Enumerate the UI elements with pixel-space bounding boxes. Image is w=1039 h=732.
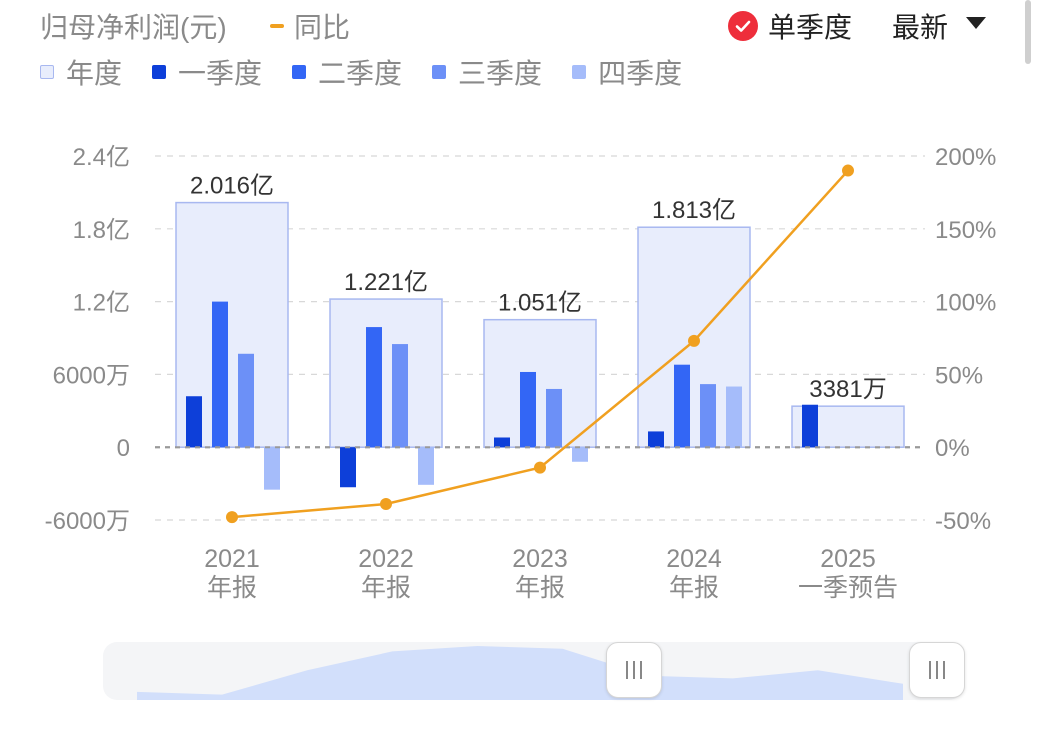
series-legend: 年度 一季度 二季度 三季度 四季度 bbox=[40, 52, 712, 92]
x-tick-label-type: 年报 bbox=[669, 574, 719, 602]
grip-icon bbox=[626, 661, 642, 679]
slider-preview-area bbox=[137, 646, 903, 700]
y-left-tick-label: 6000万 bbox=[53, 362, 130, 389]
annual-data-label: 2.016亿 bbox=[190, 173, 274, 200]
yoy-legend[interactable]: 同比 bbox=[270, 6, 350, 46]
legend-item-q2[interactable]: 二季度 bbox=[292, 52, 402, 92]
y-left-tick-label: 0 bbox=[117, 435, 130, 462]
x-tick-label-type: 年报 bbox=[361, 574, 411, 602]
x-tick-label-year: 2023 bbox=[512, 545, 568, 573]
grip-icon bbox=[929, 661, 945, 679]
legend-swatch-q2 bbox=[292, 65, 307, 79]
yoy-point bbox=[688, 334, 700, 347]
legend-swatch-q3 bbox=[432, 65, 447, 79]
x-tick-label-year: 2021 bbox=[204, 545, 260, 573]
check-icon bbox=[728, 11, 758, 41]
yoy-point bbox=[226, 511, 238, 524]
y-right-tick-label: 200% bbox=[935, 144, 996, 171]
q1-bar bbox=[186, 396, 202, 448]
q4-bar bbox=[572, 447, 588, 462]
x-tick-label-type: 一季预告 bbox=[798, 574, 898, 602]
legend-label-annual: 年度 bbox=[66, 58, 123, 89]
q2-bar bbox=[674, 364, 690, 448]
y-left-tick-label: 1.8亿 bbox=[73, 217, 130, 244]
legend-label-q1: 一季度 bbox=[178, 58, 263, 89]
scrollbar[interactable] bbox=[1025, 0, 1031, 64]
q4-bar bbox=[264, 447, 280, 490]
q2-bar bbox=[520, 371, 536, 448]
slider-right-handle[interactable] bbox=[909, 642, 965, 698]
yoy-line-swatch bbox=[270, 24, 284, 28]
q1-bar bbox=[494, 437, 510, 448]
legend-label-q3: 三季度 bbox=[458, 58, 543, 89]
legend-swatch-q1 bbox=[152, 65, 167, 79]
legend-item-q4[interactable]: 四季度 bbox=[572, 52, 682, 92]
x-tick-label-year: 2024 bbox=[666, 545, 722, 573]
legend-item-q1[interactable]: 一季度 bbox=[152, 52, 262, 92]
latest-dropdown[interactable]: 最新 bbox=[892, 6, 987, 46]
single-quarter-label: 单季度 bbox=[768, 12, 853, 43]
legend-item-q3[interactable]: 三季度 bbox=[432, 52, 542, 92]
annual-bar bbox=[483, 318, 597, 448]
q4-bar bbox=[418, 447, 434, 485]
y-left-tick-label: -6000万 bbox=[45, 508, 130, 535]
net-profit-chart: -6000万 0 6000万 1.2亿 1.8亿 2.4亿 -50% 0% 50% 100% 150… bbox=[45, 144, 997, 602]
x-tick-label-year: 2022 bbox=[358, 545, 414, 573]
legend-label-q4: 四季度 bbox=[598, 58, 683, 89]
y-right-tick-label: -50% bbox=[935, 508, 991, 535]
caret-down-icon bbox=[966, 17, 987, 29]
x-tick-label-type: 年报 bbox=[515, 574, 565, 602]
legend-swatch-q4 bbox=[572, 65, 587, 79]
q3-bar bbox=[700, 384, 716, 448]
annual-data-label: 1.221亿 bbox=[344, 269, 428, 296]
annual-bar bbox=[329, 298, 443, 448]
q3-bar bbox=[238, 353, 254, 448]
legend-swatch-annual bbox=[40, 65, 54, 79]
range-slider[interactable] bbox=[103, 642, 963, 700]
y-right-tick-label: 50% bbox=[935, 362, 983, 389]
yoy-point bbox=[842, 164, 854, 177]
q1-bar bbox=[648, 431, 664, 448]
x-tick-label-type: 年报 bbox=[207, 574, 257, 602]
slider-area-path bbox=[137, 646, 903, 700]
latest-label: 最新 bbox=[892, 12, 949, 43]
y-right-tick-label: 150% bbox=[935, 217, 996, 244]
legend-label-q2: 二季度 bbox=[318, 58, 403, 89]
q2-bar bbox=[366, 327, 382, 448]
slider-left-handle[interactable] bbox=[606, 642, 662, 698]
yoy-point bbox=[380, 497, 392, 510]
chart-title: 归母净利润(元) bbox=[40, 12, 227, 43]
annual-data-label: 1.813亿 bbox=[652, 197, 736, 224]
q2-bar bbox=[212, 301, 228, 448]
legend-item-annual[interactable]: 年度 bbox=[40, 52, 122, 92]
x-tick-label-year: 2025 bbox=[820, 545, 876, 573]
annual-data-label: 3381万 bbox=[809, 376, 886, 403]
y-right-tick-label: 0% bbox=[935, 435, 970, 462]
y-left-tick-label: 1.2亿 bbox=[73, 290, 130, 317]
y-right-tick-label: 100% bbox=[935, 290, 996, 317]
annual-data-label: 1.051亿 bbox=[498, 290, 582, 317]
q3-bar bbox=[392, 344, 408, 448]
single-quarter-toggle[interactable]: 单季度 bbox=[728, 6, 852, 46]
q4-bar bbox=[726, 386, 742, 448]
q1-bar bbox=[802, 404, 818, 448]
y-left-tick-label: 2.4亿 bbox=[73, 144, 130, 171]
yoy-point bbox=[534, 461, 546, 474]
q3-bar bbox=[546, 388, 562, 448]
yoy-legend-label: 同比 bbox=[294, 12, 351, 43]
q1-bar bbox=[340, 447, 356, 488]
